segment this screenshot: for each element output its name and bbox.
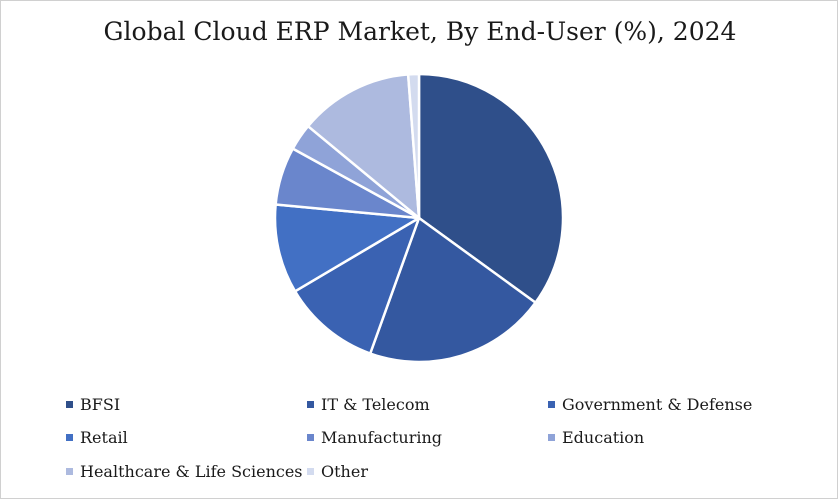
legend-swatch [548, 401, 555, 408]
legend-item-government-defense: Government & Defense [548, 395, 752, 415]
pie-slice-retail [273, 203, 421, 293]
legend-swatch [307, 468, 314, 475]
legend-swatch [66, 401, 73, 408]
pie-slice-it-telecom [368, 216, 537, 364]
legend-item-other: Other [307, 462, 368, 482]
pie-slice-healthcare-life-sciences [306, 73, 421, 220]
pie-slice-other [406, 72, 421, 220]
legend-swatch [66, 434, 73, 441]
legend-label: Retail [80, 428, 128, 447]
legend-swatch [548, 434, 555, 441]
pie-slice-government-defense [293, 216, 421, 355]
legend-item-healthcare-life-sciences: Healthcare & Life Sciences [66, 462, 303, 482]
legend-item-retail: Retail [66, 428, 128, 448]
legend-label: Education [562, 428, 645, 447]
legend-label: Manufacturing [321, 428, 442, 447]
legend-item-education: Education [548, 428, 644, 448]
legend-item-bfsi: BFSI [66, 395, 120, 415]
legend-label: Other [321, 462, 368, 481]
legend-swatch [307, 434, 314, 441]
legend-label: IT & Telecom [321, 395, 430, 414]
legend-label: Government & Defense [562, 395, 753, 414]
legend-label: Healthcare & Life Sciences [80, 462, 303, 481]
legend-label: BFSI [80, 395, 121, 414]
legend-swatch [307, 401, 314, 408]
legend-swatch [66, 468, 73, 475]
legend-item-it-telecom: IT & Telecom [307, 395, 430, 415]
pie-slice-bfsi [417, 72, 565, 304]
legend-item-manufacturing: Manufacturing [307, 428, 442, 448]
chart-title: Global Cloud ERP Market, By End-User (%)… [103, 17, 737, 46]
